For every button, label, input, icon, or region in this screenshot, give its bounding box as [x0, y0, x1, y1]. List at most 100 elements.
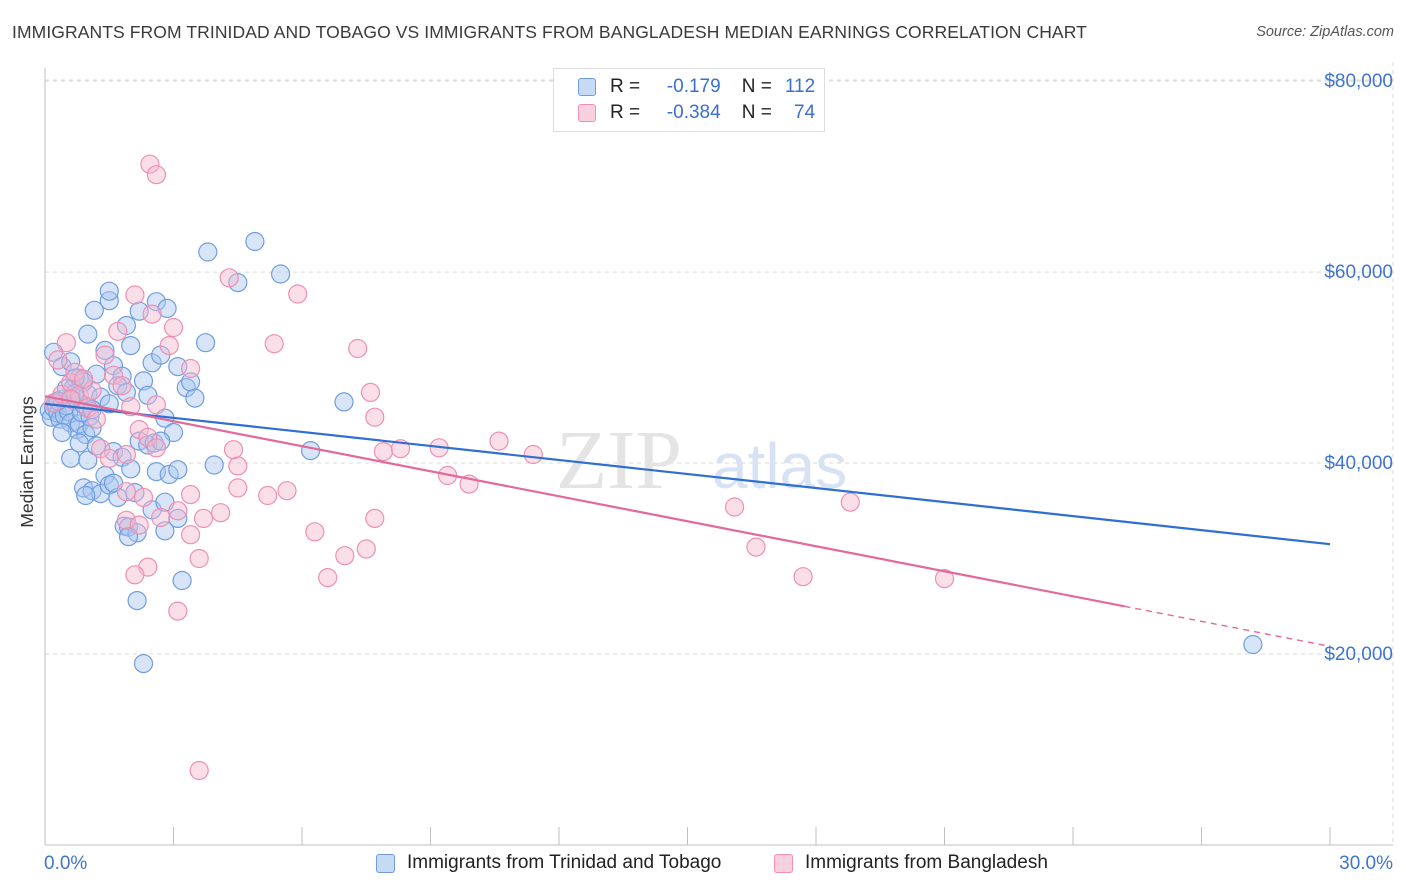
y-tick-label: $80,000 [1324, 71, 1393, 92]
legend-row-bangladesh: R = -0.384 N = 74 [578, 101, 815, 125]
bangladesh-point [489, 431, 509, 451]
bangladesh-point [840, 492, 860, 512]
y-tick-label: $60,000 [1324, 262, 1393, 283]
legend-swatch-blue [578, 78, 596, 96]
trinidad-point [78, 324, 98, 344]
bangladesh-point [365, 508, 385, 529]
bangladesh-point [211, 503, 231, 523]
bangladesh-trend-extension [1124, 605, 1331, 648]
bangladesh-point [934, 568, 955, 589]
trinidad-point [198, 242, 218, 262]
trinidad-point [157, 298, 177, 318]
bangladesh-point [146, 438, 166, 458]
bangladesh-point [523, 444, 543, 465]
bangladesh-point [140, 154, 160, 174]
bangladesh-point [116, 444, 137, 465]
trinidad-point [69, 433, 89, 453]
series-name-trinidad: Immigrants from Trinidad and Tobago [407, 852, 722, 873]
trinidad-point [61, 448, 81, 468]
bangladesh-point [48, 350, 68, 370]
watermark: ZIP atlas [556, 414, 847, 507]
legend-r-label: R = [610, 76, 641, 97]
chart-title: IMMIGRANTS FROM TRINIDAD AND TOBAGO VS I… [12, 22, 1087, 42]
trinidad-point [168, 460, 188, 480]
trinidad-point [168, 508, 188, 529]
bangladesh-point [112, 376, 132, 396]
bangladesh-point [335, 546, 355, 566]
x-tick-label: 30.0% [1339, 853, 1393, 874]
bangladesh-point [163, 317, 184, 338]
bangladesh-point [99, 448, 119, 468]
watermark-zip: ZIP [556, 414, 682, 507]
trinidad-point [78, 450, 98, 470]
trinidad-point [133, 371, 154, 391]
trinidad-trend-line [44, 402, 1331, 546]
bangladesh-point [746, 537, 766, 557]
bangladesh-point [181, 525, 201, 545]
trinidad-point [334, 392, 354, 412]
legend-n-label: N = [741, 102, 772, 123]
bangladesh-point [86, 409, 107, 429]
bangladesh-point [108, 321, 128, 341]
trinidad-point [133, 653, 154, 674]
legend-r-value: -0.179 [666, 76, 721, 97]
legend-swatch-pink [578, 104, 596, 122]
bangladesh-point [56, 333, 77, 353]
y-axis-label: Median Earnings [17, 396, 37, 528]
series-name-bangladesh: Immigrants from Bangladesh [805, 852, 1048, 873]
bangladesh-point [125, 565, 145, 585]
trinidad-point [121, 336, 141, 356]
y-tick-label: $20,000 [1324, 644, 1393, 665]
bangladesh-point [168, 601, 188, 621]
bangladesh-point [189, 548, 209, 569]
x-tick-label: 0.0% [44, 853, 87, 874]
legend-r-value: -0.384 [666, 102, 721, 123]
bangladesh-point [258, 485, 278, 506]
bangladesh-point [360, 382, 381, 402]
bangladesh-point [129, 515, 149, 535]
bangladesh-point [356, 539, 376, 559]
trinidad-point [172, 570, 192, 591]
trinidad-point [196, 333, 216, 353]
trinidad-point [185, 388, 205, 408]
bangladesh-point [348, 338, 368, 359]
series-legend-bangladesh[interactable]: Immigrants from Bangladesh [774, 852, 1048, 874]
trinidad-point [99, 281, 119, 301]
legend-n-value: 112 [784, 76, 816, 97]
bangladesh-point [146, 165, 166, 185]
bangladesh-point [724, 497, 745, 517]
bangladesh-point [288, 284, 308, 304]
trinidad-point [95, 340, 115, 360]
bangladesh-point [95, 345, 115, 365]
watermark-atlas: atlas [712, 430, 847, 502]
correlation-legend: R = -0.179 N = 112 R = -0.384 N = 74 [553, 68, 825, 132]
bangladesh-point [793, 567, 813, 587]
trinidad-point [127, 590, 147, 611]
bangladesh-point [193, 508, 214, 529]
bangladesh-point [264, 334, 284, 354]
trinidad-point [301, 441, 321, 461]
series-legend-trinidad[interactable]: Immigrants from Trinidad and Tobago [376, 852, 721, 874]
bangladesh-point [73, 369, 94, 389]
bangladesh-point [277, 481, 297, 501]
bangladesh-point [223, 440, 244, 460]
trinidad-point [271, 264, 291, 284]
legend-r-label: R = [610, 102, 641, 123]
bangladesh-point [181, 358, 201, 379]
legend-row-trinidad: R = -0.179 N = 112 [578, 75, 815, 99]
bangladesh-point [228, 478, 248, 498]
bangladesh-point [142, 304, 162, 324]
source-attribution: Source: ZipAtlas.com [1256, 24, 1394, 40]
series-swatch-pink [774, 853, 793, 873]
points-layer [39, 154, 1263, 781]
grid-layer [45, 62, 1394, 845]
trinidad-point [76, 485, 96, 506]
bangladesh-point [181, 485, 201, 505]
bangladesh-point [125, 285, 145, 305]
legend-n-value: 74 [794, 102, 816, 123]
trinidad-point [1243, 634, 1263, 655]
y-tick-label: $40,000 [1324, 453, 1393, 474]
axis-layer: $20,000 $40,000 $60,000 $80,000 0.0% 30.0% [44, 68, 1393, 874]
trinidad-point [84, 300, 104, 320]
trinidad-point [146, 292, 166, 312]
